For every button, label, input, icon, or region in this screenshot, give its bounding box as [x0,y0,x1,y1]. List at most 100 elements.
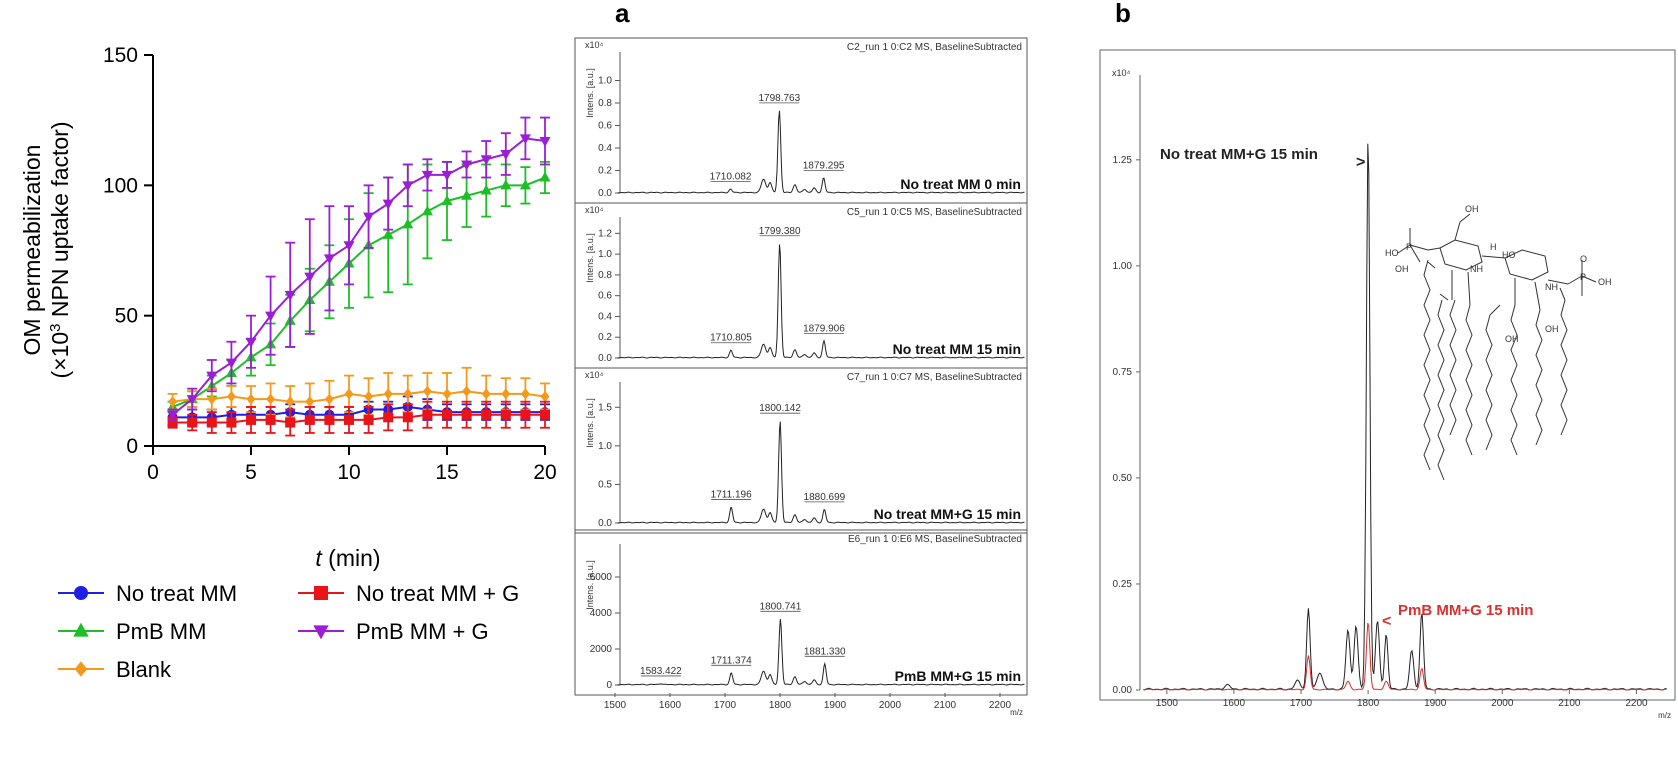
ms-spectrum-trace [617,244,1025,359]
ms-stack-panel: E6_run 1 0:E6 MS, BaselineSubtracted Inte… [574,529,1028,696]
npn-data-point [520,409,531,420]
ms-overlay-x-tick-label: 1900 [1424,698,1447,709]
structure-label: OH [1505,334,1519,344]
npn-data-point [480,184,492,195]
npn-series [167,116,551,421]
npn-x-tick-label: 15 [435,461,458,484]
npn-y-tick-label: 0 [126,435,138,458]
ms-overlay-x-tick-label: 2000 [1491,698,1514,709]
npn-data-point [265,311,277,322]
ms-overlay-marker-black: > [1356,154,1365,171]
ms-y-tick-label: 0.4 [598,311,612,322]
npn-data-point [167,410,179,421]
npn-data-point [421,205,433,216]
npn-data-point [167,417,178,428]
panel-label-b: b [1115,0,1131,28]
npn-y-tick-label: 100 [103,174,138,197]
ms-y-tick-label: 0.6 [598,291,612,302]
npn-data-point [500,409,511,420]
ms-panel-sample-label: No treat MM 0 min [900,176,1021,192]
npn-data-point [519,179,531,190]
ms-y-tick-label: 0.8 [598,270,612,281]
npn-data-point [266,393,276,405]
ms-peak-label: 1798.763 [758,93,800,104]
ms-overlay-y-tick-label: 0.50 [1113,473,1133,484]
npn-axes: 0 5 10 15 20 0 50 100 150 [103,44,557,484]
npn-data-point [481,409,492,420]
npn-x-tick-label: 0 [147,461,159,484]
npn-data-point [462,385,472,397]
npn-xlabel-unit: (min) [322,545,381,571]
structure-label: OH [1598,277,1612,287]
npn-data-point [246,414,256,425]
ms-y-tick-label: 0.0 [598,518,612,529]
npn-data-point [402,218,414,229]
ms-panel-sample-label: PmB MM+G 15 min [895,668,1021,684]
npn-ylabel-line2: (×103 NPN uptake factor) [47,122,74,379]
npn-data-point [364,390,374,402]
ms-y-tick-label: 0.4 [598,143,612,154]
npn-data-point [441,170,453,181]
ms-overlay-exponent: x10⁴ [1112,68,1131,78]
npn-legend: No treat MM PmB MM Blank No treat MM + G PmB… [58,581,519,682]
ms-panel-header: C2_run 1 0:C2 MS, BaselineSubtracted [847,42,1022,53]
ms-overlay-y-tick-label: 0.75 [1113,367,1133,378]
npn-data-point [246,393,256,405]
ms-stack-panel: C5_run 1 0:C5 MS, BaselineSubtracted Inte… [574,202,1028,369]
npn-data-point [461,409,472,420]
npn-data-point [480,155,492,166]
ms-peak-label: 1881.330 [804,646,846,657]
npn-data-point [206,417,217,428]
ms-overlay-x-tick-label: 2100 [1558,698,1581,709]
npn-series-group [167,116,551,437]
ms-overlay-x-tick-label: 1600 [1223,698,1246,709]
npn-series [167,400,550,437]
structure-label: HO [1502,250,1516,260]
ms-panel-ylabel: Intens. [a.u.] [585,398,595,448]
ms-x-tick-label: 1800 [769,700,792,711]
ms-peak-label: 1710.805 [710,333,752,344]
ms-x-unit: m/z [1010,708,1023,717]
ms-panel-header: E6_run 1 0:E6 MS, BaselineSubtracted [848,534,1022,545]
npn-data-point [206,371,218,382]
ms-x-tick-label: 2200 [989,700,1012,711]
npn-data-point [539,171,551,182]
ms-panel-frame [574,367,1028,534]
ms-overlay-chart: x10⁴ 0.00 0.25 0.50 0.75 1.00 1.25 1500 1600 1700… [1099,49,1676,720]
ms-overlay-y-tick-label: 0.00 [1113,685,1133,696]
npn-data-point [402,412,413,423]
npn-legend-marker [74,661,88,677]
ms-stack-chart: C2_run 1 0:C2 MS, BaselineSubtracted Inte… [574,37,1028,717]
npn-series [167,160,551,414]
npn-data-point [421,170,433,181]
ms-spectrum-trace [617,619,1025,686]
ms-panel-sample-label: No treat MM 15 min [893,341,1021,357]
npn-data-point [403,388,413,400]
ms-y-tick-label: 0.0 [598,188,612,199]
npn-data-point [344,414,354,425]
npn-data-point [540,390,550,402]
structure-label: H [1490,242,1497,252]
npn-data-point [168,396,178,408]
npn-legend-label: PmB MM + G [356,619,489,644]
ms-panel-exponent: x10⁴ [585,205,604,215]
npn-y-tick-label: 150 [103,44,138,67]
npn-legend-label: No treat MM + G [356,581,519,606]
structure-label: NH [1470,264,1483,274]
npn-data-point [501,388,511,400]
ms-peak-label: 1710.082 [710,172,752,183]
npn-data-point [285,396,295,408]
ms-y-tick-label: 0.5 [598,479,612,490]
npn-data-point [539,137,551,148]
ms-peak-label: 1800.741 [760,601,802,612]
ms-overlay-y-tick-label: 1.25 [1113,155,1133,166]
lipid-a-structure-drawing [1397,213,1597,481]
ms-y-tick-label: 0.2 [598,332,612,343]
npn-data-point [481,388,491,400]
npn-uptake-chart: 0 5 10 15 20 0 50 100 150 OM permeabilization (×… [19,44,557,682]
npn-y-tick-label: 50 [115,305,138,328]
ms-overlay-x-tick-label: 1800 [1357,698,1380,709]
npn-legend-marker [74,586,88,600]
structure-label: OH [1545,324,1559,334]
npn-data-point [324,393,334,405]
